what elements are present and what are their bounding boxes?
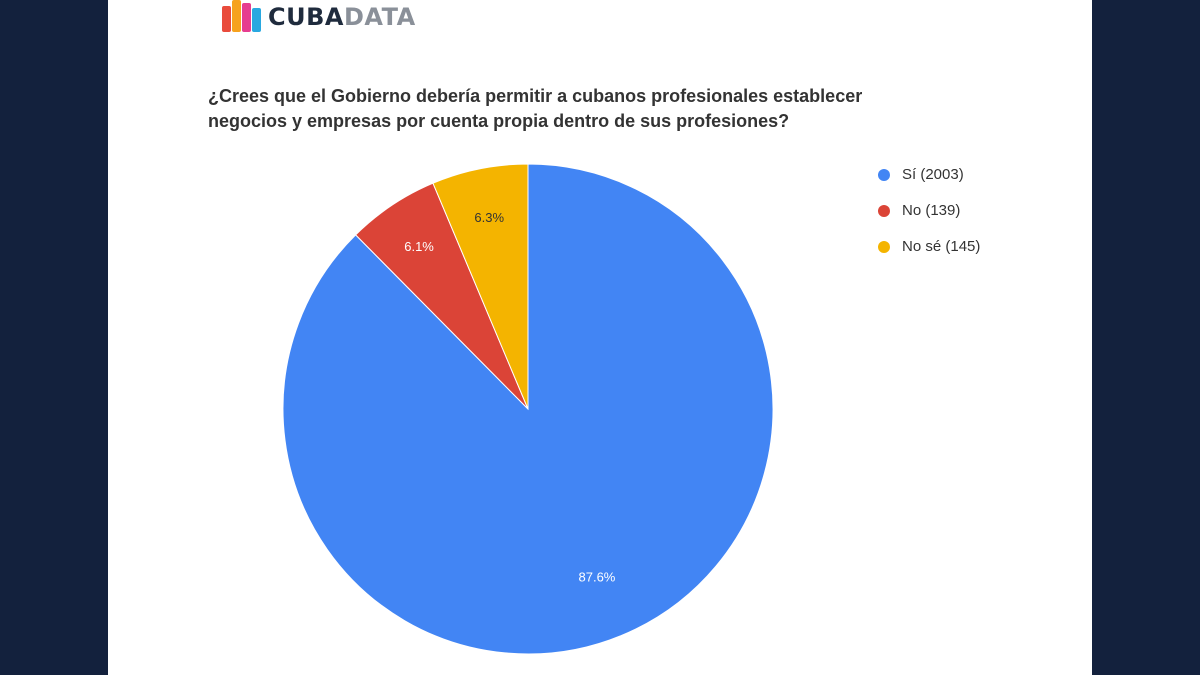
pie-slice-label-1: 6.1% [404, 239, 434, 254]
logo-text: CUBADATA [268, 3, 416, 31]
pie-slice-label-0: 87.6% [579, 570, 616, 585]
chart-title-line-2: negocios y empresas por cuenta propia de… [208, 111, 790, 131]
legend-label: Sí (2003) [902, 166, 964, 183]
pie-slice-2 [432, 163, 529, 410]
pie-chart: 87.6% 6.1% 6.3% [282, 163, 774, 655]
legend-dot-icon [878, 205, 890, 217]
legend-dot-icon [878, 241, 890, 253]
chart-title: ¿Crees que el Gobierno debería permitir … [208, 84, 988, 134]
legend-label: No (139) [902, 202, 961, 219]
legend-label: No sé (145) [902, 238, 981, 255]
legend-dot-icon [878, 169, 890, 181]
logo-bars-icon [222, 0, 261, 32]
chart-title-line-1: ¿Crees que el Gobierno debería permitir … [208, 86, 863, 106]
pie-slice-label-2: 6.3% [474, 210, 504, 225]
chart-panel: CUBADATA ¿Crees que el Gobierno debería … [108, 0, 1092, 675]
pie-slice-0 [282, 163, 774, 655]
